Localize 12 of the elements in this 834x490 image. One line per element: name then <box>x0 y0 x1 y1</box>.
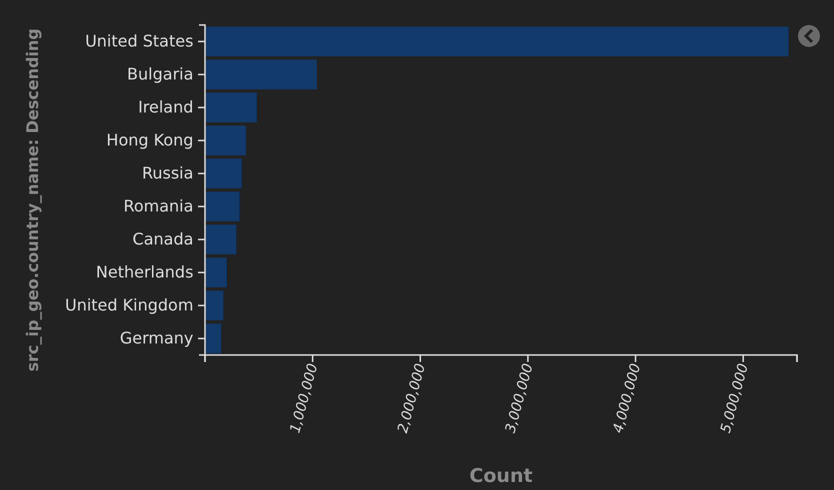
y-tick-label: Netherlands <box>96 262 194 282</box>
y-tick-label: Germany <box>120 328 194 348</box>
y-tick-label: United Kingdom <box>64 296 194 315</box>
y-tick-label: Romania <box>123 196 194 216</box>
y-tick-label: Hong Kong <box>106 130 194 150</box>
y-tick-label: Russia <box>142 164 194 183</box>
x-axis-title: Count <box>469 465 533 487</box>
y-tick-label: Canada <box>132 230 194 249</box>
y-axis-title: src_ip_geo.country_name: Descending <box>23 28 42 372</box>
y-tick-label: United States <box>85 32 194 51</box>
y-tick-label: Bulgaria <box>127 64 194 84</box>
y-tick-label: Ireland <box>138 98 194 117</box>
